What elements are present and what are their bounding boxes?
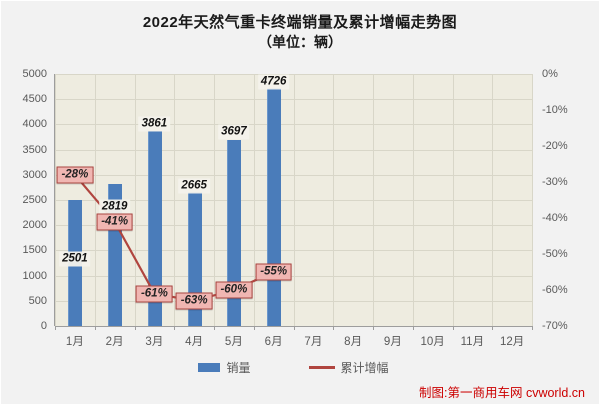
bar-3月 xyxy=(147,131,162,326)
x-tick-label: 5月 xyxy=(224,336,243,348)
x-axis-tickmark xyxy=(373,326,374,330)
growth-pct-label: -61% xyxy=(135,285,173,303)
x-axis-tickmark xyxy=(412,326,414,330)
growth-pct-label: -41% xyxy=(96,213,134,231)
bar-5月 xyxy=(227,139,242,326)
x-tick-label: 1月 xyxy=(65,336,84,348)
growth-pct-label: -55% xyxy=(255,263,293,281)
x-tick-label: 9月 xyxy=(383,336,402,348)
y-tick-label-right: -10% xyxy=(542,104,568,116)
x-tick-label: 6月 xyxy=(264,336,283,348)
x-tick-label: 8月 xyxy=(344,336,363,348)
x-tick-label: 12月 xyxy=(499,336,525,348)
x-tick-label: 4月 xyxy=(185,336,204,348)
bar-value-label: 3861 xyxy=(138,116,171,132)
y-tick-label-left: 1500 xyxy=(22,244,47,257)
credit-text: 制图:第一商用车网 cvworld.cn xyxy=(419,386,585,400)
y-tick-label-right: -40% xyxy=(542,212,568,224)
x-axis-tickmark xyxy=(452,326,454,330)
x-tick-label: 11月 xyxy=(460,336,485,348)
gridline-vertical xyxy=(532,74,533,326)
y-tick-label-left: 1000 xyxy=(22,269,47,282)
gridline-vertical xyxy=(373,74,374,326)
y-tick-label-right: -20% xyxy=(542,140,568,152)
growth-pct-label: -28% xyxy=(56,166,94,184)
y-tick-label-left: 5000 xyxy=(22,68,47,80)
x-axis-tickmark xyxy=(174,326,176,330)
legend-item-销量: 销量 xyxy=(198,359,251,376)
x-axis-tickmark xyxy=(253,326,255,330)
x-tick-label: 2月 xyxy=(105,336,124,348)
plot-area: 2501 2819 3861 2665 3697 4726 -28% -41% -61% -63%… xyxy=(54,74,533,330)
bar-value-label: 3697 xyxy=(218,124,250,140)
gridline-vertical xyxy=(492,74,494,326)
legend-label: 累计增幅 xyxy=(340,361,389,375)
gridline-vertical xyxy=(293,74,295,326)
x-tick-label: 3月 xyxy=(145,336,164,348)
y-tick-label-right: -60% xyxy=(542,284,568,296)
gridline-vertical xyxy=(253,74,255,326)
y-tick-label-left: 3500 xyxy=(22,143,47,156)
legend-bar-swatch xyxy=(198,363,221,372)
gridline-vertical xyxy=(174,74,176,326)
x-axis-line xyxy=(55,326,532,327)
x-axis-tickmark xyxy=(293,326,295,330)
x-axis-tickmark xyxy=(134,326,136,330)
x-axis-tickmark xyxy=(55,326,56,330)
chart-subtitle: （单位：辆） xyxy=(258,34,342,50)
growth-pct-label: -60% xyxy=(215,281,253,299)
chart-title: 2022年天然气重卡终端销量及累计增幅走势图 xyxy=(142,14,458,31)
y-tick-label-left: 2000 xyxy=(22,219,47,232)
gridline-vertical xyxy=(333,74,335,326)
y-tick-label-left: 0 xyxy=(40,320,47,332)
legend-item-累计增幅: 累计增幅 xyxy=(308,359,389,376)
growth-pct-label: -63% xyxy=(175,292,213,310)
x-axis-tickmark xyxy=(492,326,494,330)
y-tick-label-right: -30% xyxy=(542,176,568,188)
x-tick-label: 10月 xyxy=(420,336,445,348)
gridline-vertical xyxy=(214,74,215,326)
bar-value-label: 2501 xyxy=(59,251,91,267)
y-tick-label-left: 4500 xyxy=(22,93,47,106)
y-tick-label-right: -70% xyxy=(542,320,568,332)
legend: 销量 累计增幅 xyxy=(55,359,532,376)
gridline-vertical xyxy=(412,74,414,326)
x-axis-tickmark xyxy=(214,326,215,330)
gridline-vertical xyxy=(134,74,136,326)
y-tick-label-right: -50% xyxy=(542,248,568,260)
legend-line-swatch xyxy=(308,366,335,369)
y-tick-label-right: 0% xyxy=(542,68,558,80)
x-axis-tickmark xyxy=(532,326,533,330)
gridline-vertical xyxy=(55,74,56,326)
y-tick-label-left: 500 xyxy=(28,294,47,307)
bar-value-label: 4726 xyxy=(257,74,290,90)
y-tick-label-left: 3000 xyxy=(22,168,47,181)
x-axis-tickmark xyxy=(333,326,335,330)
bar-value-label: 2665 xyxy=(178,178,210,194)
legend-label: 销量 xyxy=(226,361,251,375)
y-axis-line xyxy=(54,74,55,326)
gridline-vertical xyxy=(452,74,454,326)
bar-value-label: 2819 xyxy=(98,199,131,215)
x-tick-label: 7月 xyxy=(304,336,323,348)
y-tick-label-left: 2500 xyxy=(22,194,47,206)
x-axis-tickmark xyxy=(94,326,96,330)
y-tick-label-left: 4000 xyxy=(22,118,47,131)
